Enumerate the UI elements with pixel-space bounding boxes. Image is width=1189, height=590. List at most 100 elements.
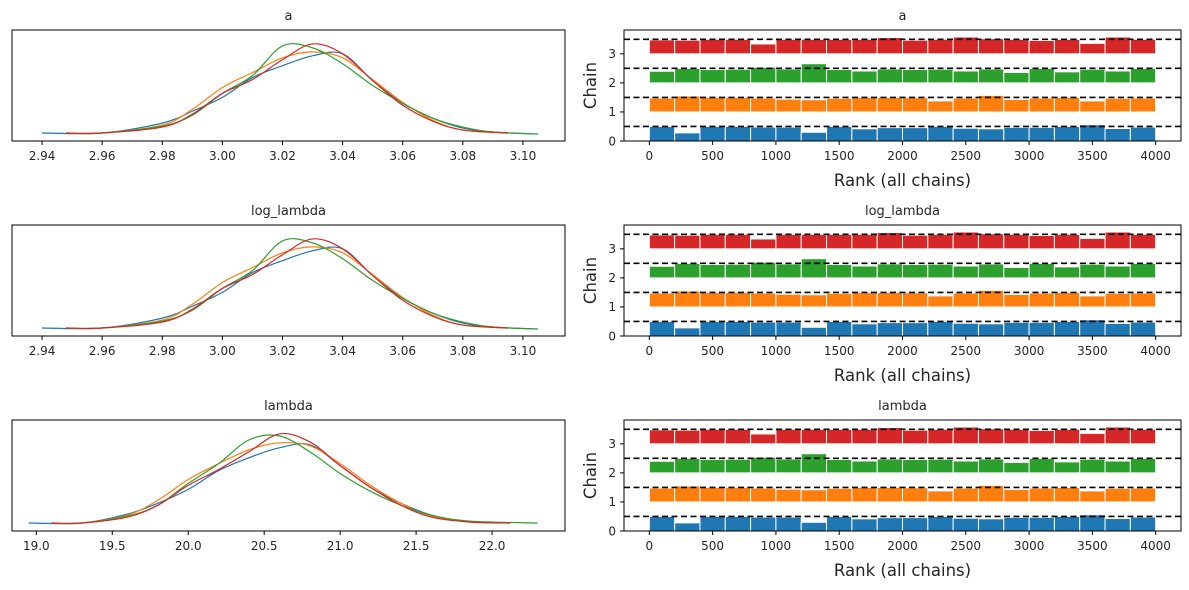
rank-bar	[1028, 234, 1055, 250]
rank-bar	[1053, 266, 1081, 279]
rank-bar	[1028, 97, 1055, 113]
rank-bar	[648, 515, 676, 532]
rank-bars-chain-2	[648, 63, 1157, 84]
x-tick-label: 3.00	[209, 149, 236, 163]
rank-bar	[1104, 460, 1131, 474]
rank-bar	[648, 487, 676, 503]
rank-bar	[1028, 39, 1055, 55]
rank-bar	[750, 433, 777, 445]
rank-bar	[851, 233, 878, 250]
x-axis-label: Rank (all chains)	[834, 561, 971, 580]
rank-bar	[724, 38, 752, 55]
x-tick-label: 3.04	[329, 344, 356, 358]
rank-bar	[1053, 38, 1081, 55]
rank-bars-chain-3	[648, 36, 1157, 55]
density-curve-chain-2	[66, 43, 538, 135]
rank-bar	[750, 238, 777, 250]
rank-bar	[674, 39, 701, 55]
rank-bar	[674, 429, 701, 445]
x-tick-label: 3.08	[449, 344, 476, 358]
rank-bar	[1129, 126, 1157, 142]
rank-bar	[876, 68, 904, 84]
rank-bar	[699, 486, 726, 503]
panel-title: a	[899, 9, 907, 24]
rank-bar	[1003, 71, 1030, 84]
rank-bar	[1003, 516, 1030, 532]
rank-bar	[750, 516, 777, 532]
rank-bar	[1053, 461, 1081, 474]
rank-bar	[1129, 292, 1157, 308]
rank-bar	[1028, 487, 1055, 503]
x-tick-label: 3500	[1077, 344, 1108, 358]
x-tick-label: 2000	[887, 539, 918, 553]
rank-bar	[800, 63, 828, 84]
rank-bar	[724, 428, 752, 445]
x-axis-label: Rank (all chains)	[834, 366, 971, 385]
rank-bar	[648, 39, 676, 55]
rank-bar	[876, 458, 904, 474]
rank-bar	[826, 487, 853, 503]
density-curve-chain-0	[42, 51, 538, 135]
rank-bar	[1104, 70, 1131, 84]
rank-panel-a: a 0 500 1000 1500 2000 2500 3000 3500 4000 0 1 2 3 Ran…	[581, 9, 1182, 190]
rank-bar	[826, 125, 853, 142]
rank-bar	[876, 322, 904, 337]
x-tick-label: 3.08	[449, 149, 476, 163]
x-tick-label: 2500	[951, 344, 982, 358]
rank-bar	[674, 95, 701, 113]
x-tick-label: 4000	[1140, 149, 1171, 163]
rank-bar	[826, 38, 853, 55]
plot-frame	[11, 224, 566, 337]
rank-bar	[1028, 457, 1055, 474]
rank-bar	[851, 96, 878, 113]
x-tick-label: 1500	[824, 149, 855, 163]
density-curve-chain-3	[66, 238, 508, 330]
x-tick-label: 19.0	[23, 539, 50, 553]
rank-bar	[927, 295, 954, 308]
y-tick-label: 1	[608, 105, 616, 119]
rank-bar	[1079, 263, 1106, 279]
rank-bar	[750, 487, 777, 503]
rank-bar	[800, 428, 828, 445]
rank-bar	[800, 521, 828, 532]
rank-bar	[977, 428, 1005, 445]
x-tick-label: 3.10	[510, 344, 537, 358]
rank-bars-chain-1	[648, 94, 1157, 113]
rank-bar	[648, 460, 676, 474]
rank-bar	[876, 486, 904, 503]
rank-bar	[1003, 461, 1030, 474]
panel-title: log_lambda	[865, 204, 940, 219]
rank-bar	[952, 517, 979, 532]
rank-bar	[876, 96, 904, 113]
rank-bar	[977, 518, 1005, 532]
x-tick-label: 0	[645, 539, 653, 553]
y-tick-label: 1	[608, 495, 616, 509]
rank-bars-chain-0	[648, 319, 1157, 337]
rank-bar	[674, 327, 701, 337]
rank-bar	[699, 320, 726, 337]
density-curve-chain-2	[51, 434, 538, 525]
rank-bar	[1104, 518, 1131, 532]
rank-bar	[952, 487, 979, 503]
rank-bar	[902, 39, 929, 55]
rank-bar	[1053, 320, 1081, 337]
x-tick-label: 0	[645, 344, 653, 358]
y-tick-label: 1	[608, 300, 616, 314]
rank-bar	[1028, 429, 1055, 445]
y-axis-label: Chain	[581, 62, 600, 109]
rank-bar	[927, 263, 954, 279]
rank-bar	[927, 125, 954, 142]
rank-bar	[800, 489, 828, 503]
rank-bar	[699, 264, 726, 279]
x-axis-label: Rank (all chains)	[834, 171, 971, 190]
rank-bar	[1003, 38, 1030, 55]
rank-bar	[851, 323, 878, 337]
rank-bar	[977, 323, 1005, 337]
rank-bar	[927, 428, 954, 445]
rank-bar	[1129, 516, 1157, 532]
y-tick-label: 0	[608, 134, 616, 148]
x-tick-label: 21.0	[327, 539, 354, 553]
rank-bar	[750, 97, 777, 113]
rank-bar	[699, 428, 726, 445]
rank-bar	[902, 459, 929, 474]
